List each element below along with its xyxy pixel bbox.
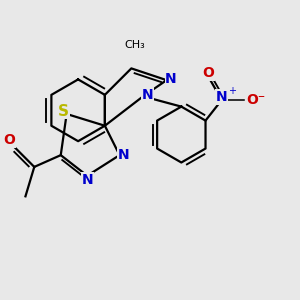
Text: N: N	[142, 88, 153, 102]
Text: N: N	[165, 72, 177, 86]
Text: O: O	[202, 66, 214, 80]
Text: N: N	[81, 173, 93, 187]
Text: N: N	[216, 90, 227, 104]
Text: +: +	[228, 86, 236, 96]
Text: N: N	[118, 148, 130, 162]
Text: O: O	[3, 134, 15, 147]
Text: S: S	[58, 103, 69, 118]
Text: CH₃: CH₃	[124, 40, 145, 50]
Text: O⁻: O⁻	[246, 93, 265, 107]
